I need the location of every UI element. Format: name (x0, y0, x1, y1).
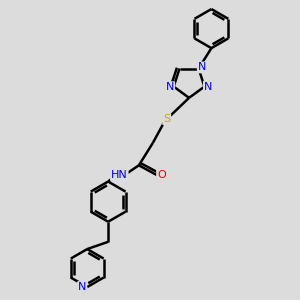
Text: N: N (198, 62, 206, 72)
Text: O: O (157, 170, 166, 180)
Text: S: S (163, 114, 170, 124)
Text: N: N (204, 82, 212, 92)
Text: N: N (78, 282, 86, 292)
Text: N: N (166, 82, 174, 92)
Text: HN: HN (111, 170, 128, 180)
